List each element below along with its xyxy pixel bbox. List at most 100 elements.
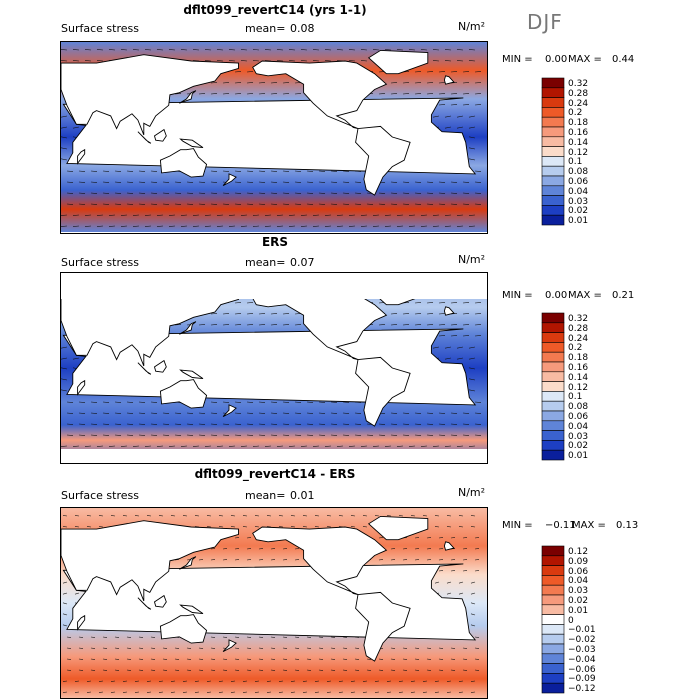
landmass [179,604,204,615]
colorbar-label: −0.01 [568,625,596,636]
colorbar-label: 0.03 [568,586,589,597]
landmass [179,556,197,570]
colorbar-swatch [541,107,565,118]
landmass [159,379,208,409]
colorbar-swatch [541,391,565,402]
colorbar-swatch [541,545,565,557]
colorbar-label: 0.32 [568,78,589,89]
panel-1-mean-value: 0.08 [290,22,315,35]
colorbar-label: 0.32 [568,313,589,324]
colorbar-label: 0.2 [568,108,583,119]
colorbar-swatch [541,449,565,461]
colorbar-swatch [541,175,565,187]
colorbar-label: 0.02 [568,441,589,452]
colorbar-swatch [541,87,565,98]
panel-1-min-value: 0.00 [545,54,568,65]
landmass [367,49,429,75]
colorbar-label: 0.01 [568,216,589,227]
continents [61,49,477,196]
panel-1-map [60,41,488,234]
colorbar-label: 0.08 [568,402,589,413]
colorbar-label: 0.18 [568,118,589,129]
colorbar-label: 0.14 [568,137,589,148]
colorbar-swatch [541,195,565,206]
panel-3-max-value: 0.13 [616,520,639,531]
panel-2-mean-value: 0.07 [290,256,315,269]
colorbar-label: −0.03 [568,644,596,655]
colorbar-label: 0.28 [568,323,589,334]
colorbar-label: 0.18 [568,353,589,364]
continents [61,515,477,662]
colorbar-label: 0.08 [568,167,589,178]
landmass [355,591,411,662]
landmass [222,404,237,417]
panel-3-mean-label: mean= [245,489,286,502]
colorbar-label: 0.2 [568,343,583,354]
landmass [443,306,455,316]
colorbar-swatch [541,205,565,216]
colorbar-label: 0.12 [568,382,589,393]
colorbar-label: 0.06 [568,566,589,577]
colorbar-label: −0.04 [568,654,596,665]
colorbar-swatch [541,682,565,694]
colorbar-swatch [541,643,565,655]
colorbar-label: 0.01 [568,605,589,616]
landmass [77,148,86,165]
colorbar-label: 0.24 [568,333,589,344]
panel-2-min-label: MIN = [502,290,533,301]
panel-3-min-value: −0.11 [545,520,576,531]
colorbar-swatch [541,97,565,108]
colorbar-swatch [541,420,565,431]
panel-3-units: N/m² [458,486,486,499]
panel-2-max-value: 0.21 [612,290,635,301]
colorbar-swatch [541,575,565,586]
colorbar-swatch [541,342,565,353]
panel-1-title: dflt099_revertC14 (yrs 1-1) [183,3,367,17]
colorbar-label: 0.12 [568,147,589,158]
panel-3-mean-value: 0.01 [290,489,315,502]
colorbar-swatch [541,116,565,128]
landmass [153,594,167,608]
colorbar-swatch [541,555,565,566]
colorbar-swatch [541,614,565,625]
colorbar-label: 0.28 [568,88,589,99]
panel-3-title: dflt099_revertC14 - ERS [194,467,356,481]
colorbar-swatch [541,332,565,343]
colorbar-swatch [541,430,565,441]
colorbar-swatch [541,400,565,412]
panel-3-map [60,507,488,699]
colorbar-label: −0.02 [568,635,596,646]
colorbar-swatch [541,594,565,606]
colorbar-swatch [541,322,565,333]
landmass [355,125,411,196]
landmass [153,128,167,142]
landmass [252,526,388,596]
panel-1-units: N/m² [458,20,486,33]
colorbar-swatch [541,351,565,363]
panel-2-max-label: MAX = [568,290,602,301]
colorbar-label: 0.1 [568,392,583,403]
colorbar-swatch [541,126,565,138]
colorbar-swatch [541,77,565,89]
colorbar-label: 0.04 [568,186,589,197]
colorbar-swatch [541,663,565,674]
panel-3-min-label: MIN = [502,520,533,531]
colorbar-label: 0.03 [568,431,589,442]
colorbar-label: 0.01 [568,451,589,462]
colorbar-swatch [541,624,565,635]
landmass [159,148,208,178]
panel-1-colorbar: 0.32 0.28 0.24 0.2 0.18 0.16 0.14 0.12 0.1 0.08 0.… [541,77,621,227]
colorbar-swatch [541,146,565,157]
panel-3-colorbar: 0.12 0.09 0.06 0.04 0.03 0.02 0.01 0 −0.01 −0.02−… [541,545,621,695]
panel-3-variable: Surface stress [61,489,139,502]
panel-2-mean-label: mean= [245,256,286,269]
panel-2-title: ERS [261,235,289,249]
panel-1-mean-label: mean= [245,22,286,35]
colorbar-label: −0.12 [568,684,596,695]
panel-2-colorbar: 0.32 0.28 0.24 0.2 0.18 0.16 0.14 0.12 0.1 0.08 0.… [541,312,621,462]
colorbar-swatch [541,361,565,373]
panel-2-map [60,272,488,464]
panel-1-max-label: MAX = [568,54,602,65]
colorbar-label: 0.16 [568,362,589,373]
landmass [179,321,197,335]
